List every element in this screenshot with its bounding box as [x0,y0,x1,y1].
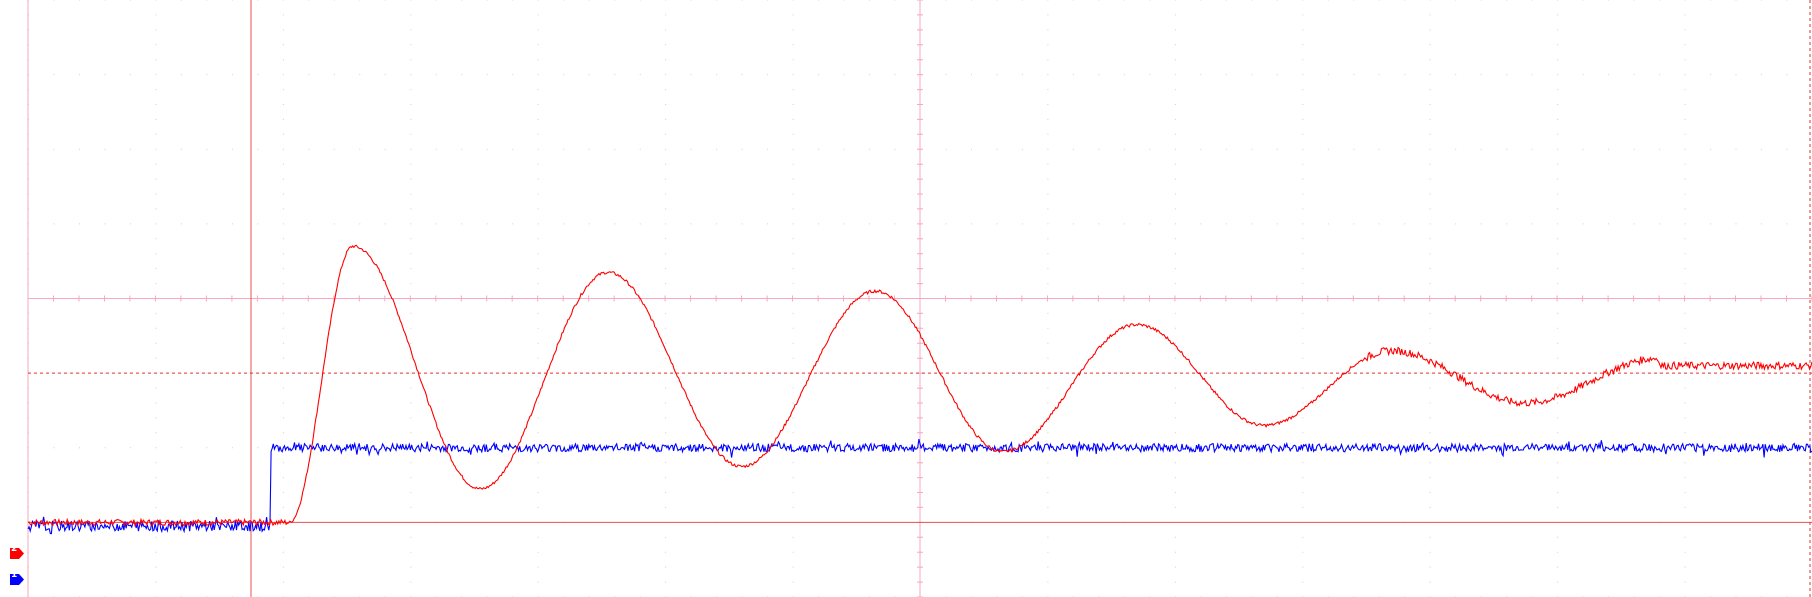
channel-1-trace [27,438,1812,535]
arrow-right-icon [10,574,24,585]
channel-1-marker[interactable]: 1 [10,570,24,585]
channel-1-label: 1 [11,570,18,580]
cursor-lines [28,0,1812,597]
grid-lines [27,0,1812,597]
channel-2-trace [27,244,1812,527]
channel-2-marker[interactable]: 2 [10,544,24,559]
channel-2-label: 2 [11,544,18,554]
arrow-right-icon [10,548,24,559]
